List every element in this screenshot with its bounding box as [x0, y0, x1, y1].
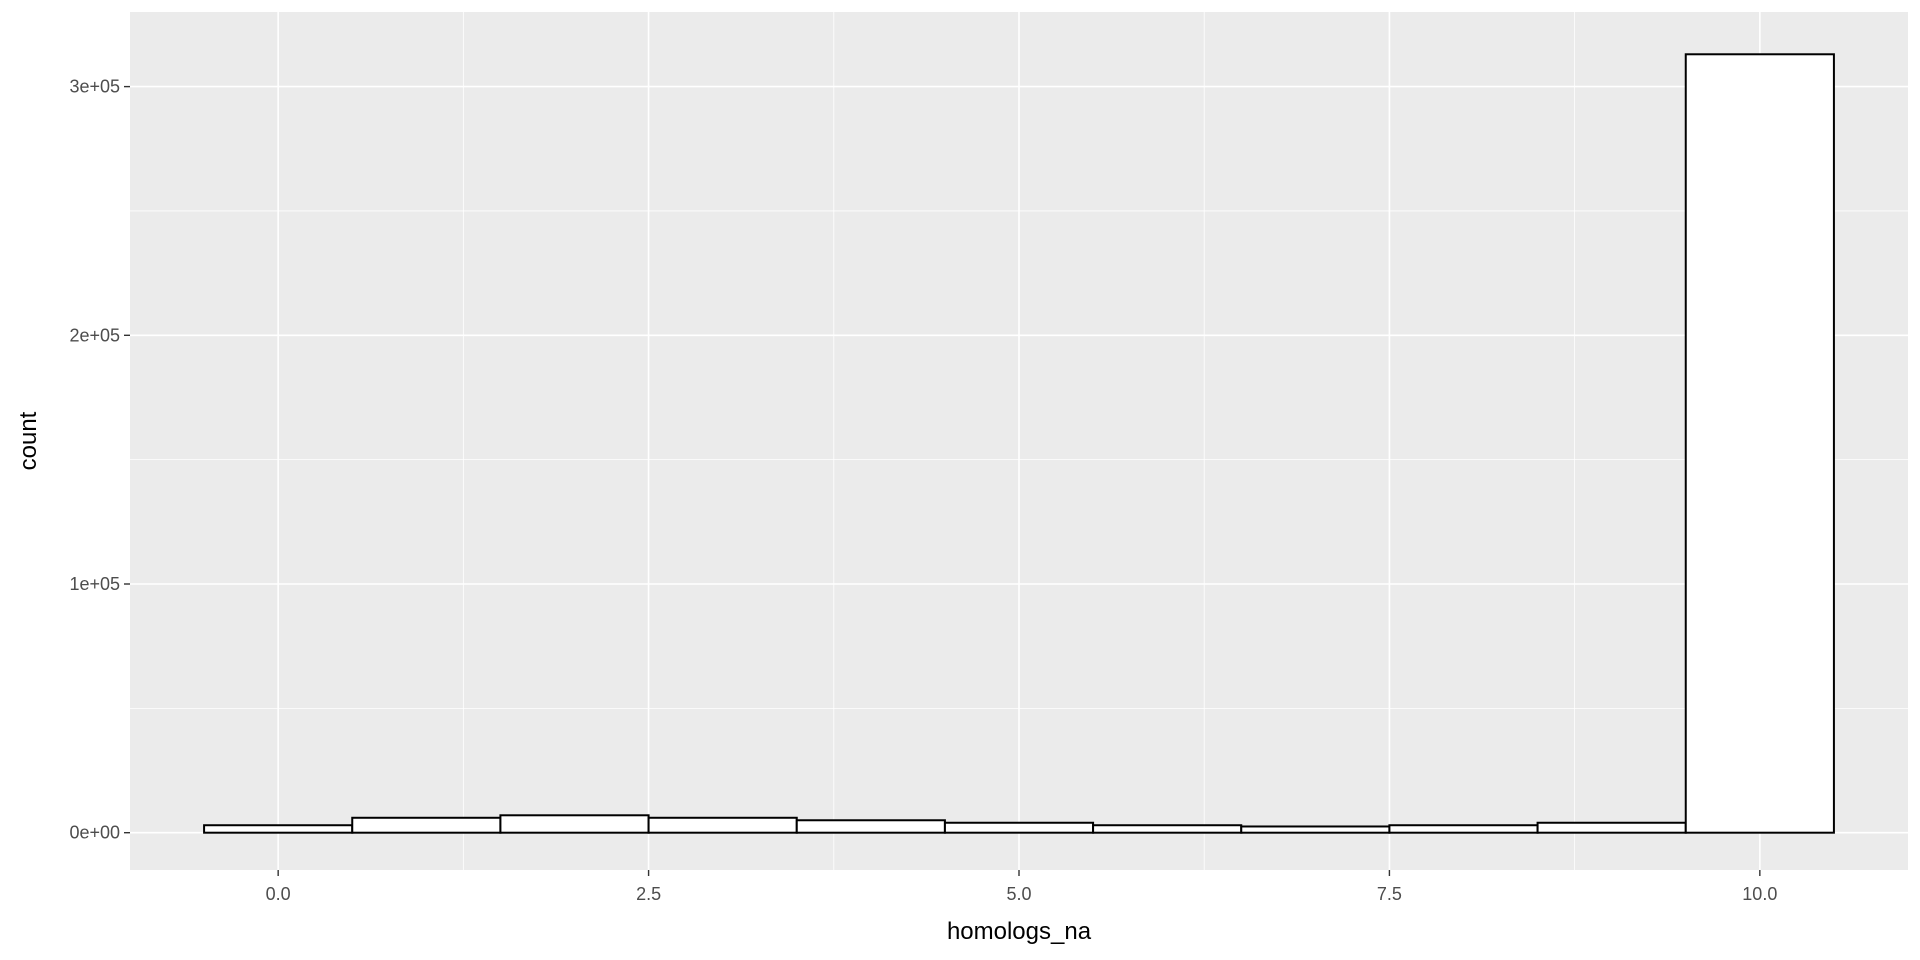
y-axis: 0e+00 1e+05 2e+05 3e+05 — [69, 77, 130, 843]
histogram-bar — [1388, 824, 1539, 834]
histogram-bar — [795, 819, 946, 834]
histogram-bar — [1092, 824, 1243, 834]
x-tick-label: 7.5 — [1377, 884, 1402, 904]
histogram-bars — [203, 53, 1835, 834]
x-axis: 0.0 2.5 5.0 7.5 10.0 — [266, 870, 1777, 904]
x-tick-label: 10.0 — [1742, 884, 1777, 904]
major-gridlines — [130, 12, 1908, 870]
y-tick-label: 3e+05 — [69, 77, 120, 97]
histogram-bar — [1240, 825, 1391, 834]
x-tick-label: 0.0 — [266, 884, 291, 904]
histogram-bar — [943, 821, 1095, 834]
x-tick-label: 5.0 — [1006, 884, 1031, 904]
y-tick-label: 2e+05 — [69, 325, 120, 345]
histogram-bar — [351, 816, 502, 834]
x-axis-title: homologs_na — [947, 918, 1092, 945]
histogram-bar — [1684, 53, 1835, 834]
x-tick-label: 2.5 — [636, 884, 661, 904]
y-axis-title: count — [15, 411, 42, 470]
histogram-bar — [203, 824, 354, 834]
histogram-bar — [647, 816, 798, 834]
y-tick-label: 1e+05 — [69, 574, 120, 594]
y-tick-label: 0e+00 — [69, 823, 120, 843]
histogram-bar — [1536, 821, 1687, 834]
histogram-bar — [499, 814, 650, 834]
